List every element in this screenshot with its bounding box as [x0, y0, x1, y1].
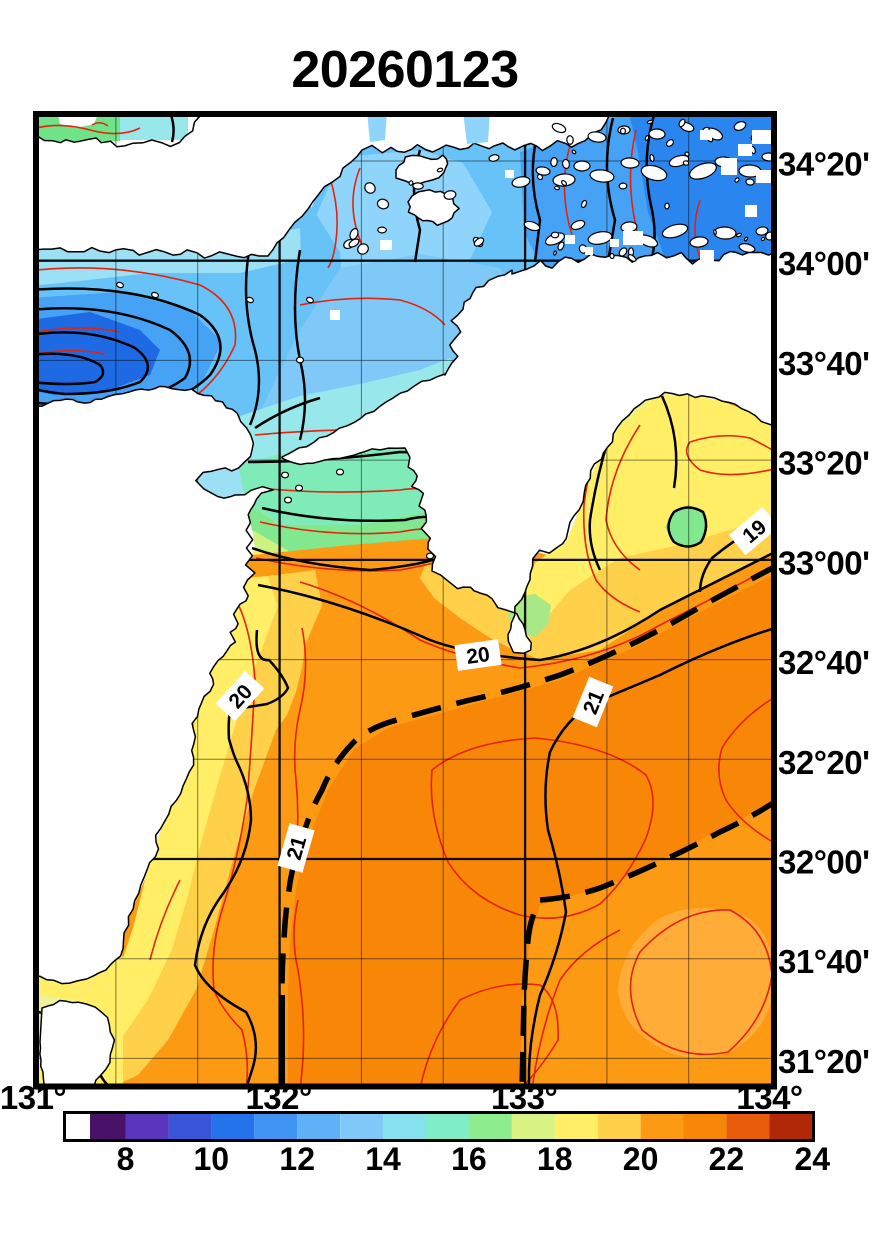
svg-text:132°: 132° [245, 1079, 311, 1116]
svg-text:32°40': 32°40' [778, 644, 869, 681]
svg-text:8: 8 [117, 1141, 135, 1177]
svg-text:131°: 131° [0, 1079, 66, 1116]
svg-text:31°40': 31°40' [778, 943, 869, 980]
svg-text:18: 18 [537, 1141, 573, 1177]
svg-text:32°20': 32°20' [778, 744, 869, 781]
svg-text:133°: 133° [491, 1079, 557, 1116]
svg-text:33°20': 33°20' [778, 445, 869, 482]
svg-text:22: 22 [709, 1141, 745, 1177]
svg-text:14: 14 [365, 1141, 401, 1177]
svg-text:20: 20 [623, 1141, 659, 1177]
svg-text:34°20': 34°20' [778, 146, 869, 183]
svg-text:33°00': 33°00' [778, 544, 869, 581]
svg-text:20260123: 20260123 [291, 41, 518, 99]
svg-text:24: 24 [795, 1141, 831, 1177]
svg-text:10: 10 [194, 1141, 230, 1177]
svg-text:32°00': 32°00' [778, 844, 869, 881]
svg-text:33°40': 33°40' [778, 345, 869, 382]
svg-text:134°: 134° [736, 1079, 802, 1116]
svg-text:20: 20 [465, 643, 491, 669]
svg-text:16: 16 [451, 1141, 487, 1177]
svg-text:34°00': 34°00' [778, 245, 869, 282]
svg-text:12: 12 [279, 1141, 315, 1177]
svg-text:31°20': 31°20' [778, 1043, 869, 1080]
